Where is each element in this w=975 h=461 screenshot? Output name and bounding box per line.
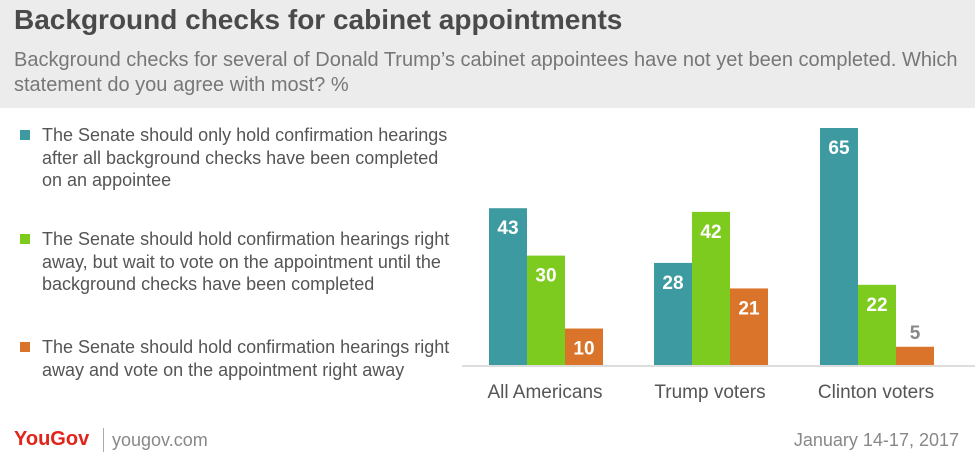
- bar-3-2: [730, 288, 768, 365]
- yougov-logo: YouGov: [14, 428, 90, 450]
- legend-label-3: The Senate should hold confirmation hear…: [42, 337, 450, 380]
- bar-value-label: 28: [662, 273, 683, 294]
- chart-subtitle: Background checks for several of Donald …: [14, 49, 958, 96]
- legend-label-2: The Senate should hold confirmation hear…: [42, 229, 450, 294]
- bar-1-1: [489, 208, 527, 365]
- legend-swatch-1: [20, 130, 30, 140]
- bar-value-label: 42: [700, 222, 721, 243]
- legend-swatch-3: [20, 342, 30, 352]
- bar-value-label: 22: [866, 295, 887, 316]
- bar-value-label: 5: [910, 323, 921, 344]
- bar-value-label: 30: [535, 266, 556, 287]
- bar-2-1: [527, 255, 565, 365]
- legend-swatch-2: [20, 234, 30, 244]
- header-banner: Background checks for cabinet appointmen…: [0, 0, 975, 108]
- category-label: All Americans: [487, 382, 602, 403]
- bar-3-3: [896, 346, 934, 365]
- footer-site: yougov.com: [112, 430, 208, 450]
- bar-value-label: 21: [738, 298, 760, 319]
- footer-divider: [103, 428, 104, 452]
- category-label: Clinton voters: [818, 382, 934, 403]
- bar-2-3: [858, 284, 896, 365]
- bar-1-2: [654, 262, 692, 365]
- legend-label-1: The Senate should only hold confirmation…: [42, 125, 448, 190]
- bar-value-label: 43: [497, 218, 518, 239]
- footer-date: January 14-17, 2017: [793, 430, 959, 450]
- bar-2-2: [692, 211, 730, 365]
- bar-3-1: [565, 328, 603, 365]
- chart-title: Background checks for cabinet appointmen…: [14, 4, 623, 35]
- bar-1-3: [820, 128, 858, 365]
- bar-value-label: 65: [828, 138, 850, 159]
- category-label: Trump voters: [654, 382, 765, 403]
- bar-value-label: 10: [573, 339, 594, 360]
